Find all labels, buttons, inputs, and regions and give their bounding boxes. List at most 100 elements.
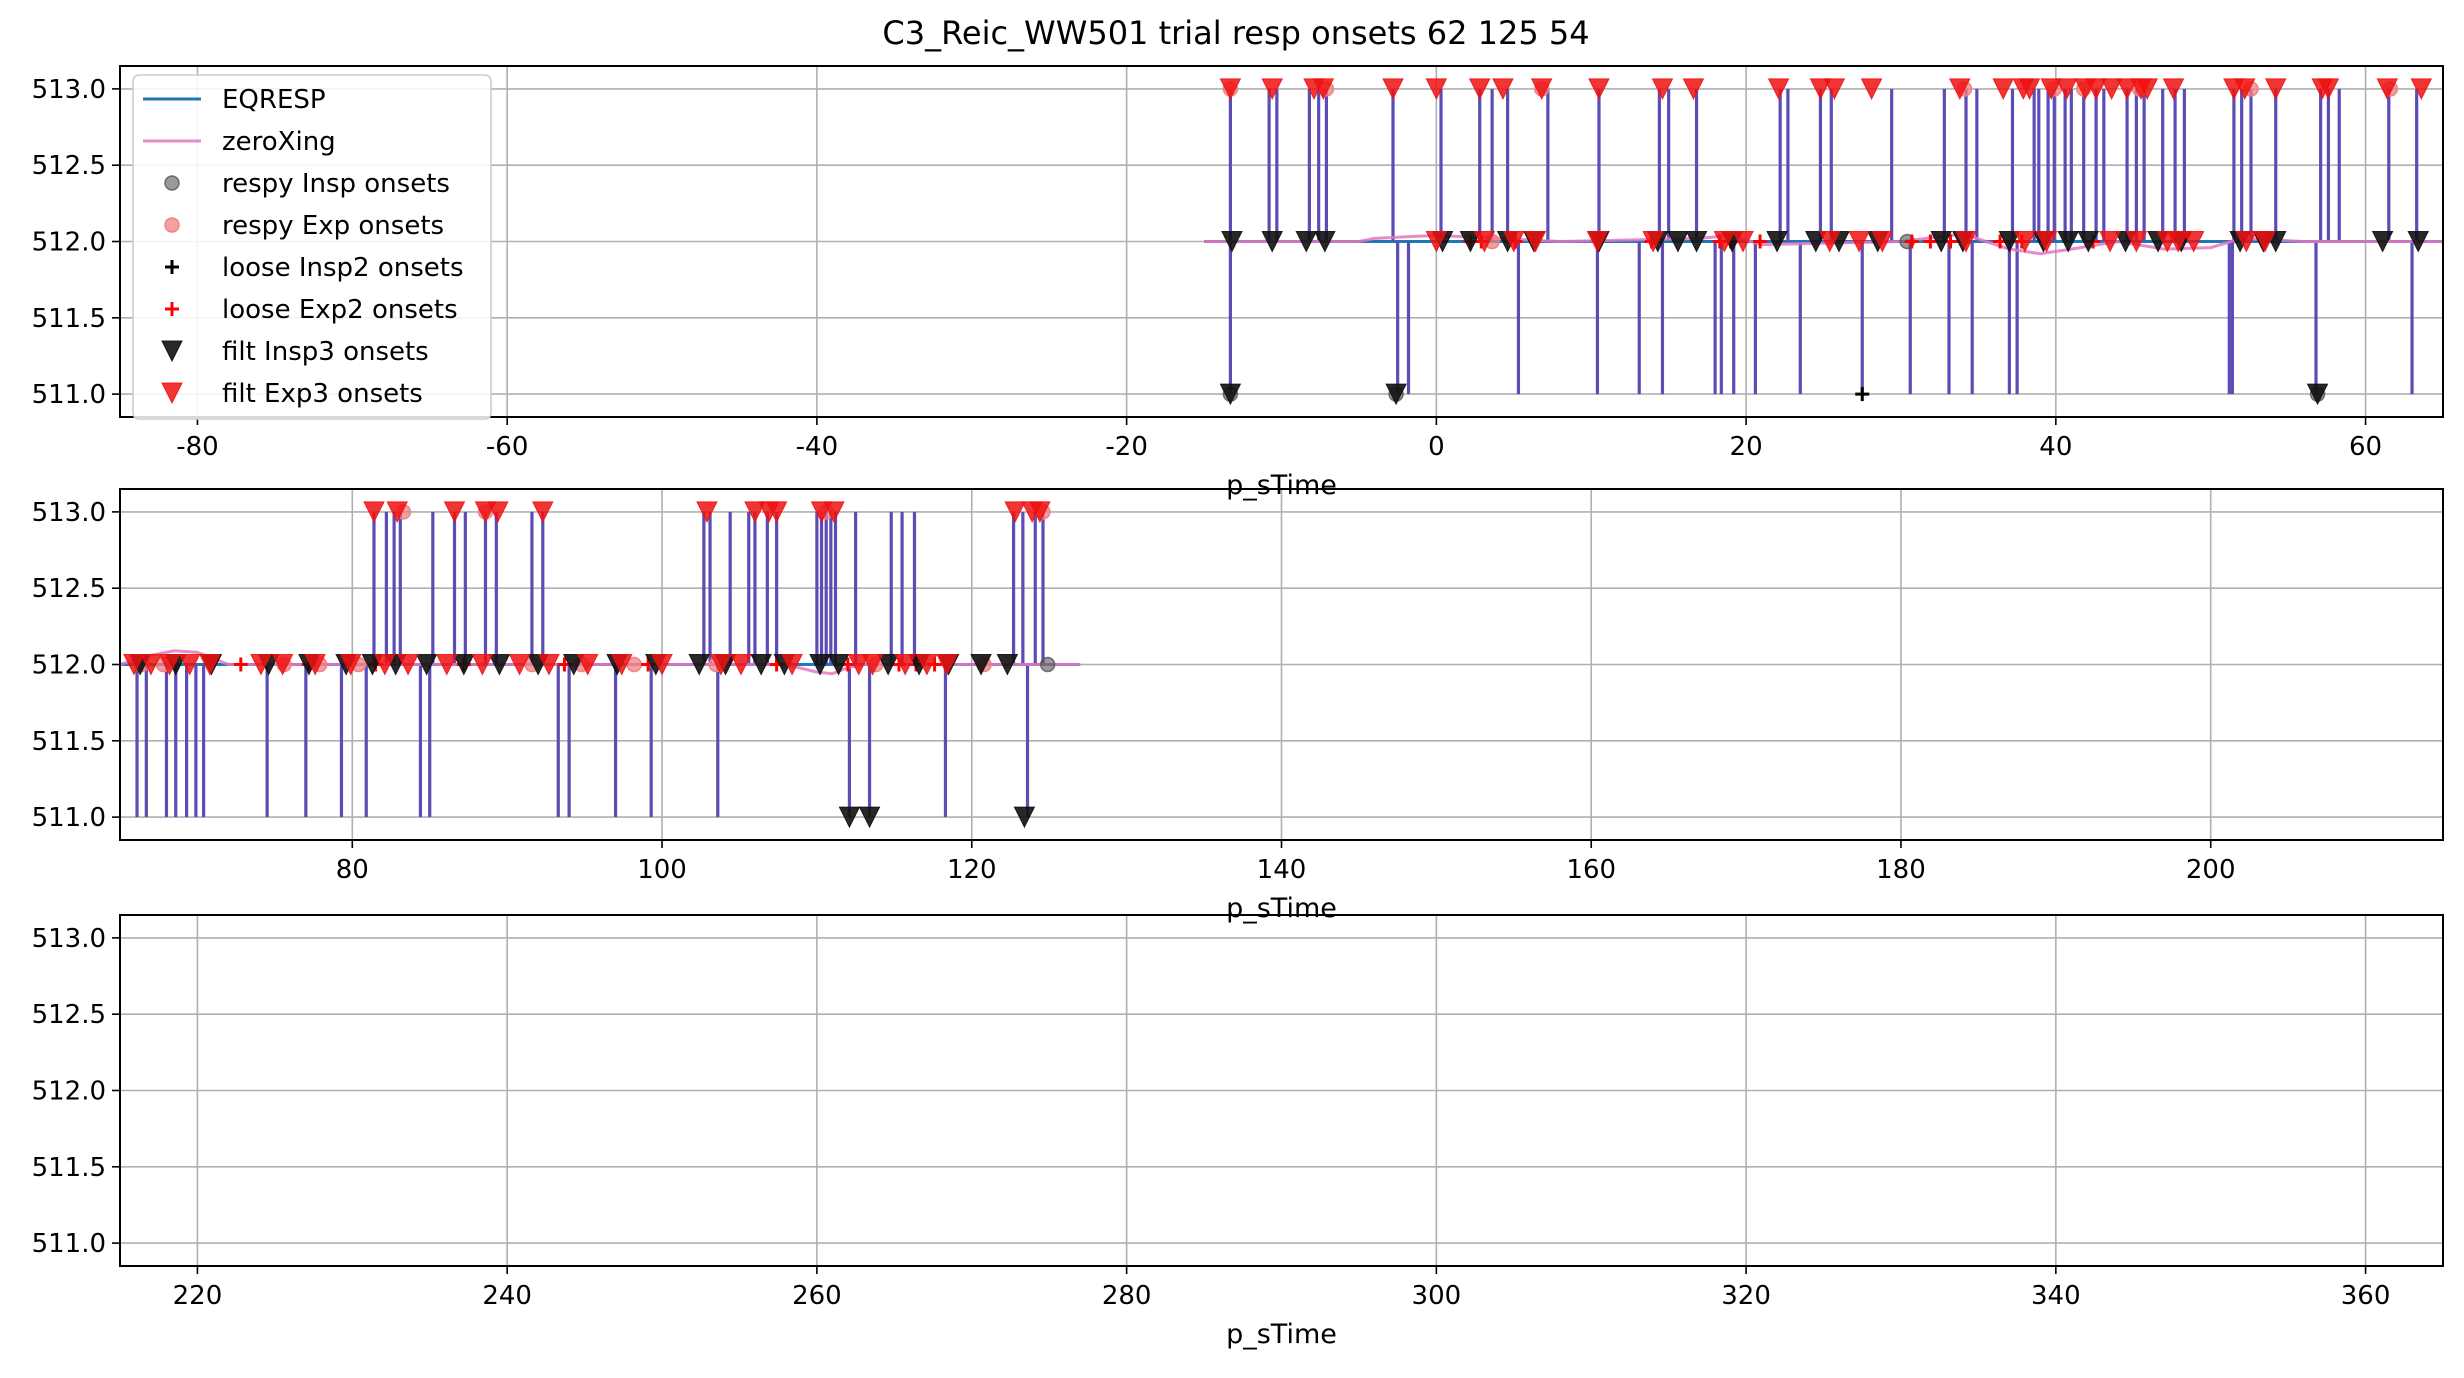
filt-exp3-marker (1818, 231, 1841, 253)
filt-exp3-marker (1809, 78, 1832, 101)
filt-exp3-marker (1955, 231, 1977, 253)
filt-exp3-marker (730, 654, 752, 676)
subplot-top: -80 -60 -40 -20 0 20 40 60 511.0 511.5 512.0 512.5 5… (32, 65, 2444, 501)
filt-exp3-marker (2085, 78, 2107, 101)
x-tick-label: 260 (792, 1281, 842, 1311)
filt-exp3-marker (2116, 78, 2138, 101)
filt-exp3-marker (374, 654, 396, 676)
filt-exp3-marker (1992, 78, 2014, 101)
legend-label: filt Insp3 onsets (222, 337, 429, 367)
filt-exp3-marker (2317, 78, 2340, 101)
y-tick-label: 512.5 (32, 1000, 106, 1030)
plot-area (120, 501, 1081, 829)
x-axis-label: p_sTime (1226, 1319, 1337, 1350)
filt-insp3-marker (1766, 231, 1788, 253)
filt-exp3-marker (2254, 231, 2276, 253)
filt-exp3-marker (2055, 78, 2078, 101)
x-tick-label: 320 (1721, 1281, 1771, 1311)
loose-exp2-marker (233, 657, 248, 672)
filt-exp3-marker (1502, 231, 1525, 253)
y-tick-label: 512.0 (32, 651, 106, 681)
x-tick-label: -20 (1105, 432, 1147, 462)
legend-label: respy Exp onsets (222, 211, 444, 241)
filt-exp3-marker (1642, 231, 1664, 253)
legend-entry: EQRESP (143, 85, 326, 115)
y-tick-label: 513.0 (32, 498, 106, 528)
filt-exp3-marker (1860, 78, 1883, 101)
filt-exp3-marker (861, 654, 884, 676)
legend: EQRESP zeroXing respy Insp onsets respy Exp… (132, 74, 492, 420)
filt-insp3-marker (1295, 231, 1318, 253)
legend-entry: loose Insp2 onsets (165, 253, 464, 283)
filt-insp3-marker (1998, 231, 2021, 253)
figure-title: C3_Reic_WW501 trial resp onsets 62 125 5… (882, 14, 1589, 52)
legend-label: respy Insp onsets (222, 169, 450, 199)
filt-exp3-marker (2233, 78, 2256, 101)
filt-exp3-marker (1682, 78, 1705, 101)
filt-insp3-marker (996, 654, 1019, 676)
filt-exp3-marker (2035, 231, 2058, 253)
loose-exp2-marker (1753, 234, 1768, 249)
filt-exp3-marker (271, 654, 294, 676)
legend-entry: respy Exp onsets (164, 211, 444, 241)
x-tick-label: 120 (947, 855, 997, 885)
filt-exp3-marker (397, 654, 419, 676)
legend-entry: zeroXing (143, 127, 336, 157)
filt-insp3-marker (838, 806, 861, 829)
filt-insp3-marker (2077, 231, 2100, 253)
filt-exp3-marker (936, 654, 958, 676)
y-tick-label: 511.0 (32, 380, 106, 410)
y-tick-label: 513.0 (32, 924, 106, 954)
filt-exp3-marker (576, 654, 599, 676)
filt-insp3-marker (415, 654, 438, 676)
filt-exp3-marker (2018, 78, 2041, 101)
x-tick-label: 60 (2349, 432, 2382, 462)
y-tick-label: 511.5 (32, 1153, 106, 1183)
filt-insp3-marker (1930, 231, 1953, 253)
legend-swatch-respy-insp (164, 175, 180, 191)
filt-exp3-marker (363, 501, 385, 524)
legend-swatch-filt-exp3 (161, 382, 183, 405)
filt-exp3-marker (2040, 78, 2062, 101)
filt-exp3-marker (2014, 231, 2036, 253)
filt-insp3-marker (2407, 231, 2430, 253)
filt-insp3-marker (750, 654, 772, 676)
filt-exp3-marker (1588, 78, 1610, 101)
filt-exp3-marker (610, 654, 633, 676)
x-tick-label: -80 (176, 432, 218, 462)
filt-exp3-marker (2136, 78, 2159, 101)
filt-exp3-marker (1468, 78, 1491, 101)
filt-exp3-marker (1261, 78, 1284, 101)
filt-exp3-marker (1871, 231, 1894, 253)
filt-exp3-marker (1713, 231, 1736, 253)
loose-exp2-marker (1923, 234, 1938, 249)
filt-exp3-marker (1004, 501, 1026, 524)
filt-insp3-marker (970, 654, 992, 676)
filt-exp3-marker (178, 654, 201, 676)
filt-exp3-marker (894, 654, 916, 676)
filt-exp3-marker (916, 654, 938, 676)
subplot-bottom: 220 240 260 280 300 320 340 360 511.0 511.5 512.0 5… (32, 914, 2444, 1350)
filt-exp3-marker (304, 654, 326, 676)
filt-exp3-marker (487, 501, 509, 524)
filt-insp3-marker (1261, 231, 1284, 253)
filt-exp3-marker (1949, 78, 1971, 101)
x-tick-label: 220 (173, 1281, 223, 1311)
legend-entry: loose Exp2 onsets (165, 295, 458, 325)
x-tick-label: 180 (1876, 855, 1926, 885)
filt-insp3-marker (1013, 806, 1036, 829)
filt-exp3-marker (386, 501, 409, 524)
subplot-middle: 80 100 120 140 160 180 200 511.0 511.5 512.0 512.5… (32, 488, 2444, 924)
x-tick-label: -60 (486, 432, 528, 462)
filt-exp3-marker (2182, 231, 2205, 253)
filt-exp3-marker (2162, 78, 2185, 101)
legend-label: zeroXing (222, 127, 336, 157)
filt-exp3-marker (435, 654, 458, 676)
filt-exp3-marker (531, 501, 554, 524)
filt-insp3-marker (809, 654, 831, 676)
filt-exp3-marker (2167, 231, 2189, 253)
filt-exp3-marker (2099, 231, 2121, 253)
x-tick-label: 300 (1412, 1281, 1462, 1311)
filt-exp3-marker (1219, 78, 1242, 101)
